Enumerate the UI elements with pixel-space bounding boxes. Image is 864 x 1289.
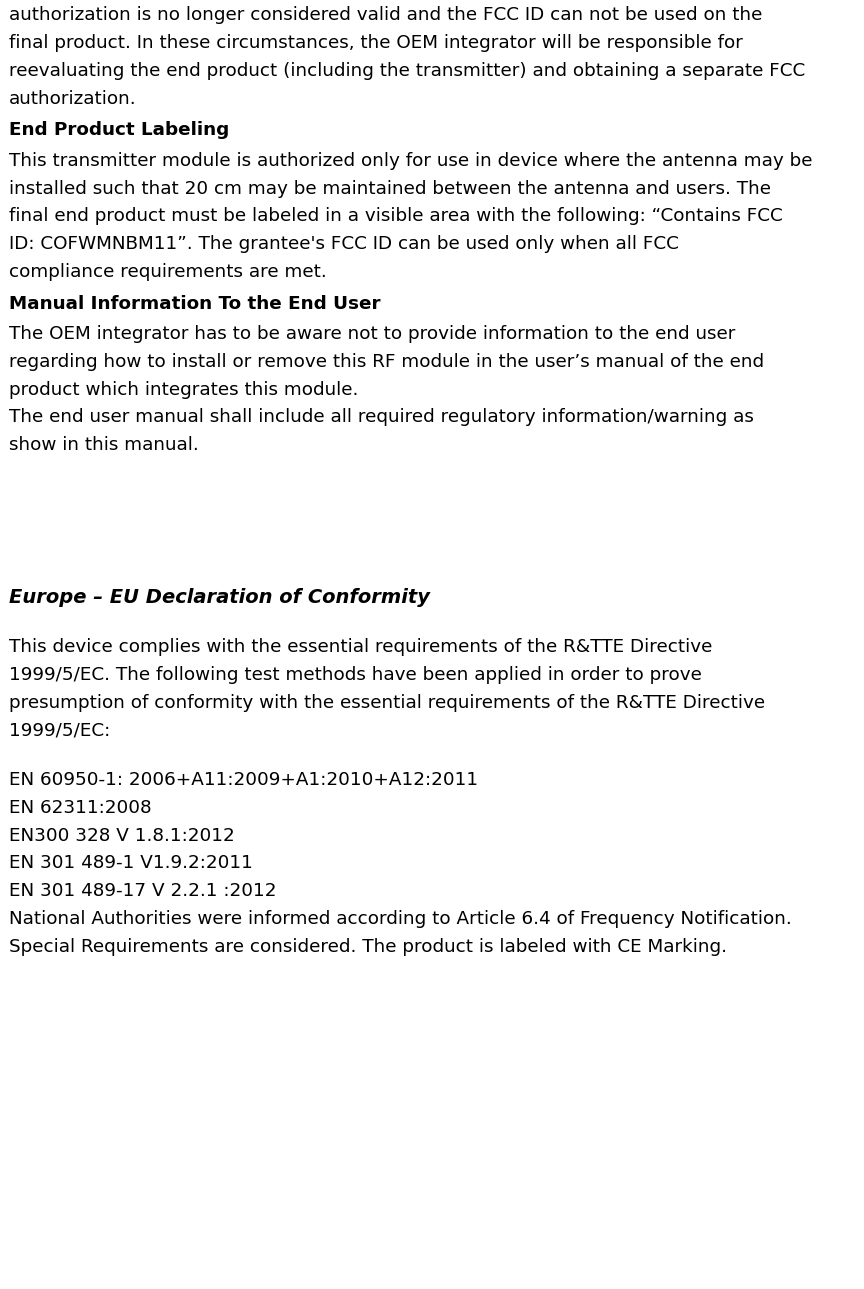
Text: National Authorities were informed according to Article 6.4 of Frequency Notific: National Authorities were informed accor…: [9, 910, 791, 928]
Text: final end product must be labeled in a visible area with the following: “Contain: final end product must be labeled in a v…: [9, 208, 783, 226]
Text: reevaluating the end product (including the transmitter) and obtaining a separat: reevaluating the end product (including …: [9, 62, 805, 80]
Text: EN 301 489-1 V1.9.2:2011: EN 301 489-1 V1.9.2:2011: [9, 855, 252, 873]
Text: 1999/5/EC:: 1999/5/EC:: [9, 722, 110, 740]
Text: Manual Information To the End User: Manual Information To the End User: [9, 295, 380, 313]
Text: The OEM integrator has to be aware not to provide information to the end user: The OEM integrator has to be aware not t…: [9, 325, 735, 343]
Text: Special Requirements are considered. The product is labeled with CE Marking.: Special Requirements are considered. The…: [9, 937, 727, 955]
Text: The end user manual shall include all required regulatory information/warning as: The end user manual shall include all re…: [9, 409, 753, 427]
Text: EN300 328 V 1.8.1:2012: EN300 328 V 1.8.1:2012: [9, 826, 234, 844]
Text: compliance requirements are met.: compliance requirements are met.: [9, 263, 327, 281]
Text: product which integrates this module.: product which integrates this module.: [9, 380, 358, 398]
Text: show in this manual.: show in this manual.: [9, 436, 199, 454]
Text: installed such that 20 cm may be maintained between the antenna and users. The: installed such that 20 cm may be maintai…: [9, 179, 771, 197]
Text: EN 60950-1: 2006+A11:2009+A1:2010+A12:2011: EN 60950-1: 2006+A11:2009+A1:2010+A12:20…: [9, 771, 478, 789]
Text: authorization.: authorization.: [9, 89, 137, 107]
Text: presumption of conformity with the essential requirements of the R&TTE Directive: presumption of conformity with the essen…: [9, 693, 765, 712]
Text: This device complies with the essential requirements of the R&TTE Directive: This device complies with the essential …: [9, 638, 712, 656]
Text: authorization is no longer considered valid and the FCC ID can not be used on th: authorization is no longer considered va…: [9, 6, 762, 24]
Text: regarding how to install or remove this RF module in the user’s manual of the en: regarding how to install or remove this …: [9, 353, 764, 371]
Text: ID: COFWMNBM11”. The grantee's FCC ID can be used only when all FCC: ID: COFWMNBM11”. The grantee's FCC ID ca…: [9, 235, 678, 253]
Text: End Product Labeling: End Product Labeling: [9, 121, 229, 139]
Text: This transmitter module is authorized only for use in device where the antenna m: This transmitter module is authorized on…: [9, 152, 812, 170]
Text: EN 62311:2008: EN 62311:2008: [9, 799, 151, 817]
Text: Europe – EU Declaration of Conformity: Europe – EU Declaration of Conformity: [9, 588, 429, 607]
Text: final product. In these circumstances, the OEM integrator will be responsible fo: final product. In these circumstances, t…: [9, 34, 742, 52]
Text: 1999/5/EC. The following test methods have been applied in order to prove: 1999/5/EC. The following test methods ha…: [9, 666, 702, 684]
Text: EN 301 489-17 V 2.2.1 :2012: EN 301 489-17 V 2.2.1 :2012: [9, 882, 276, 900]
